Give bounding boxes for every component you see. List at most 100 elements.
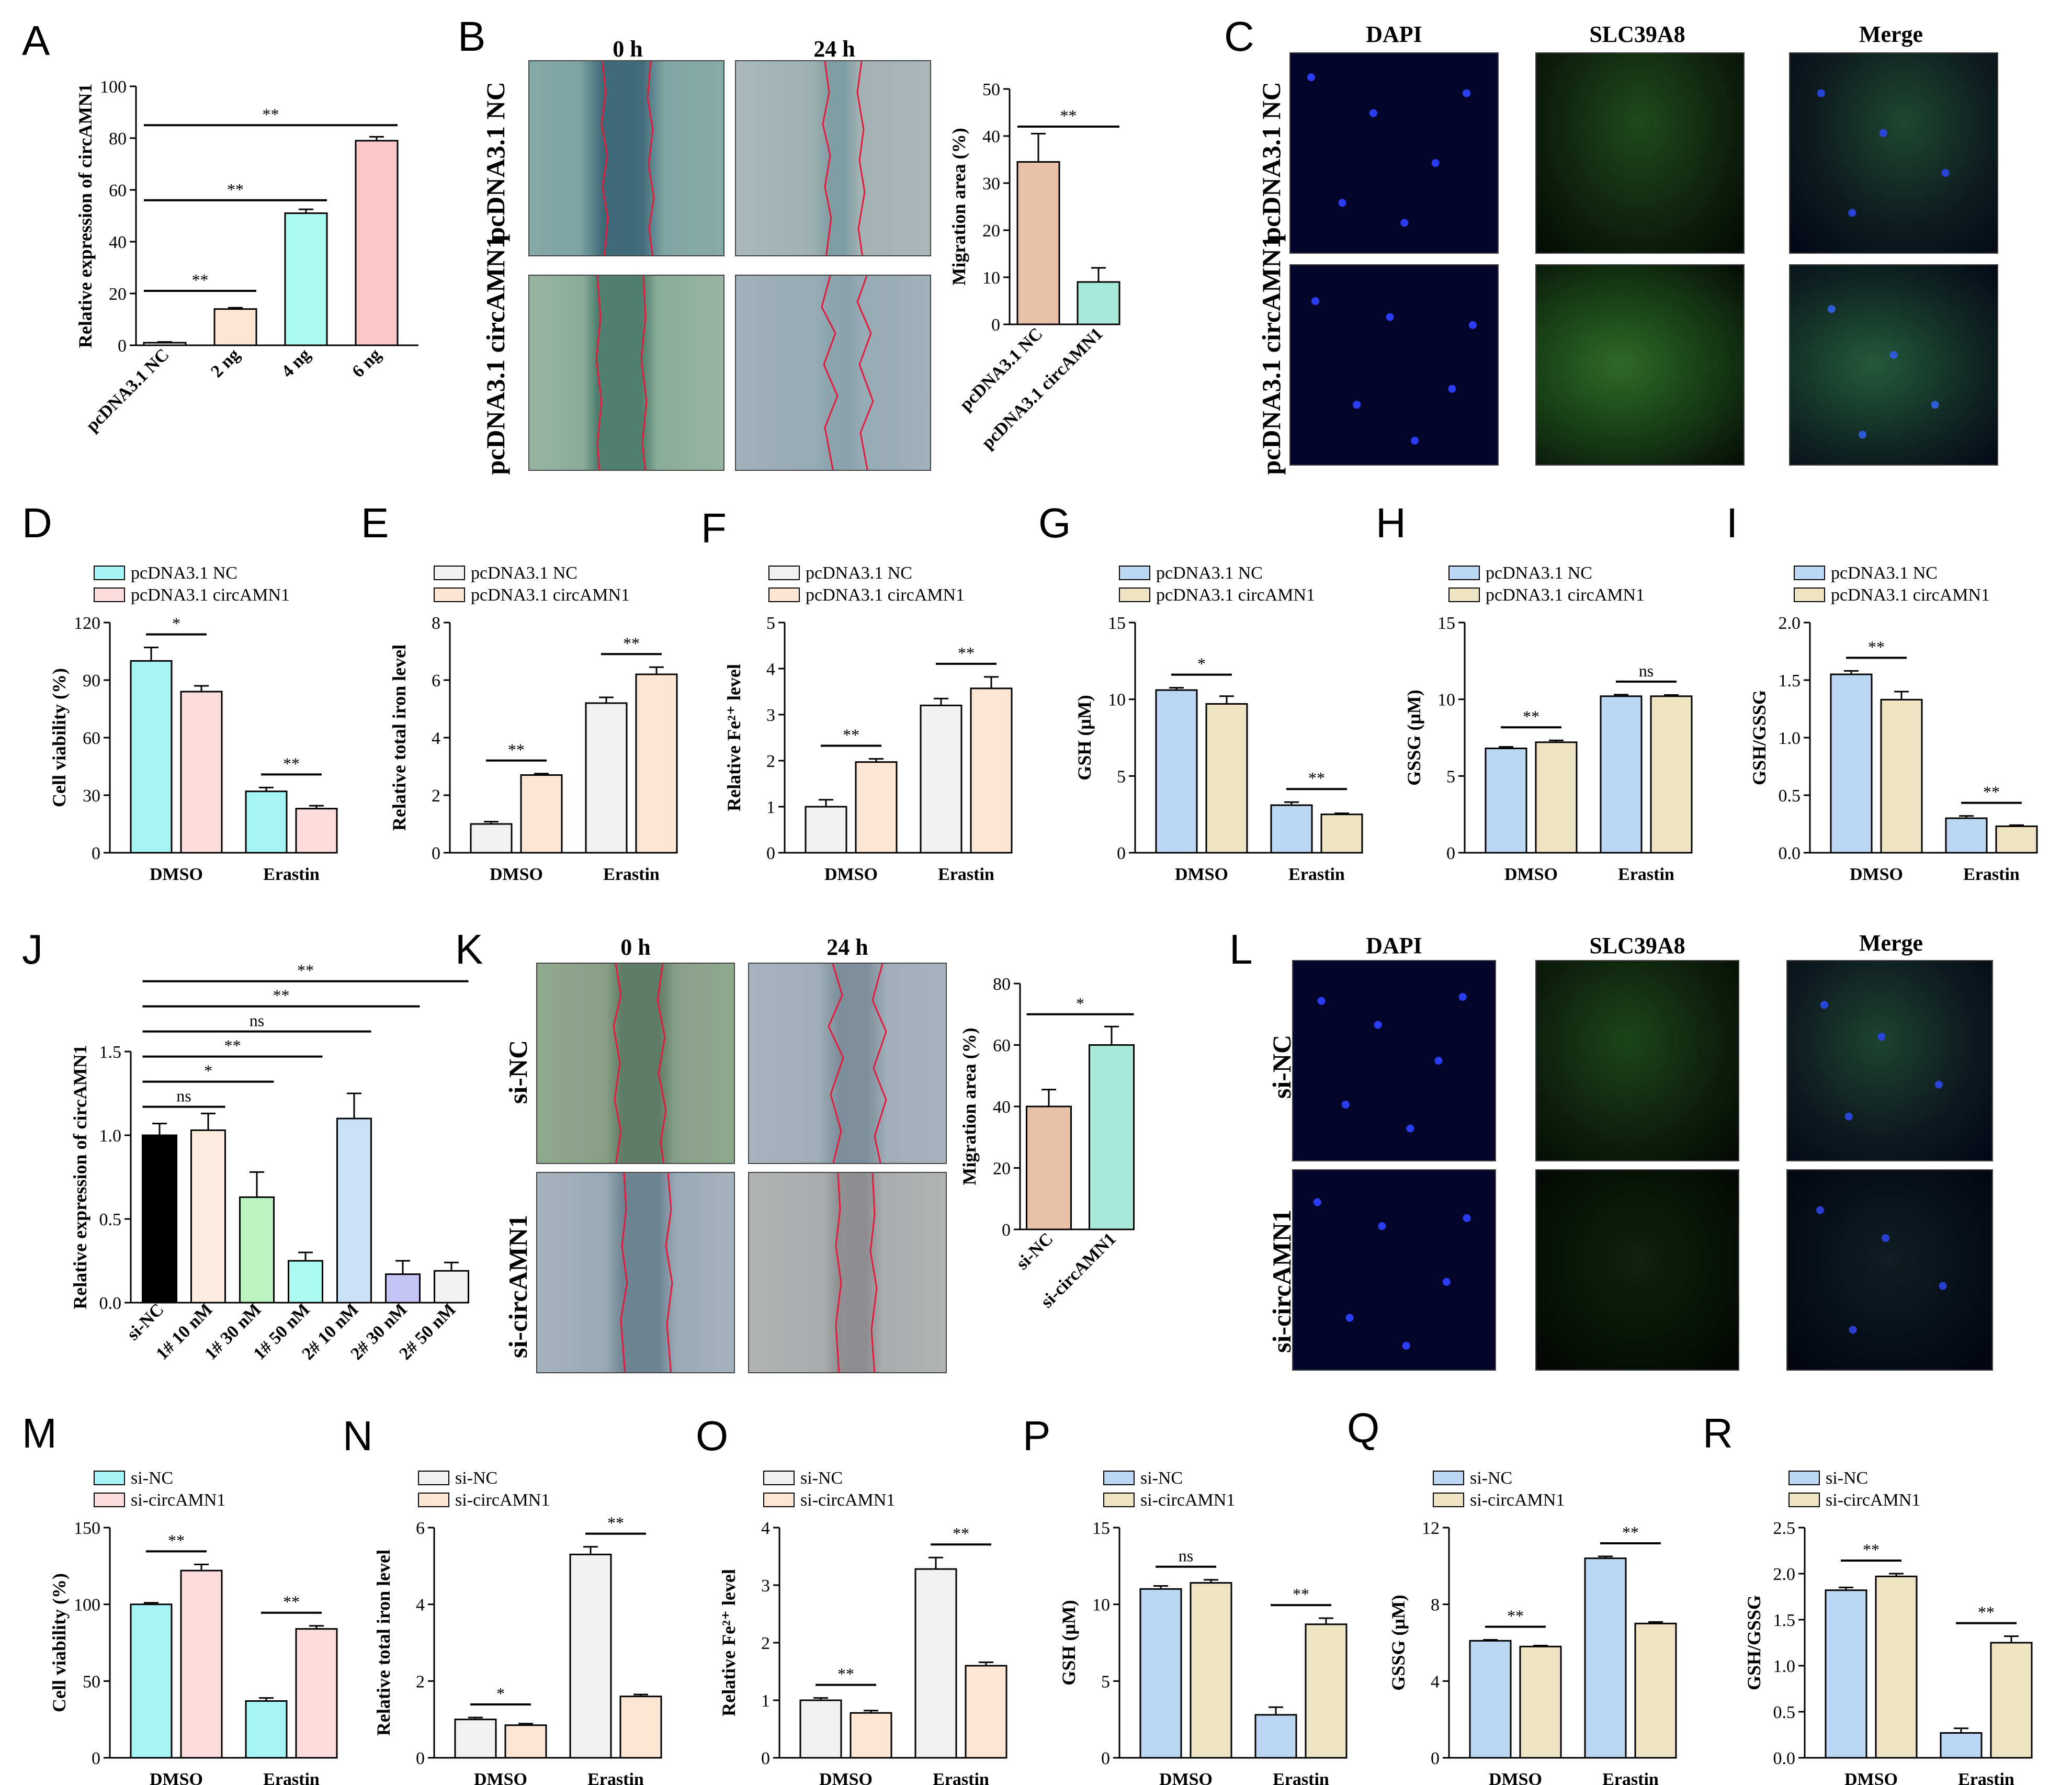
bar-A-3 [355,140,399,346]
x-tick-label: si-NC [1013,1229,1057,1273]
wound-image-sinc-24h [748,963,947,1164]
bar-J-3 [288,1260,323,1304]
bar-N-1-0 [569,1553,612,1759]
legend-swatch [1119,588,1150,602]
y-axis-label: GSSG (μM) [1403,690,1424,785]
x-group-label: DMSO [474,1770,527,1785]
legend-label: si-circAMN1 [1826,1490,1920,1510]
y-axis-label: Cell viability (%) [49,1573,70,1712]
bar-O-1-0 [914,1568,957,1759]
chart-j: 0.0 0.5 1.0 1.5 Relative expression of circA… [70,961,469,1364]
legend-swatch [94,588,125,602]
legend-label: si-circAMN1 [800,1490,895,1510]
significance-label: * [1197,654,1206,673]
bar-Q-1-0 [1584,1557,1627,1759]
axes-H: 0 5 10 15 GSSG (μM) [1403,614,1684,863]
significance-label: ** [168,1531,185,1550]
panel-letter-c: C [1224,13,1254,60]
significance-label: ** [1868,637,1885,656]
y-axis-label: GSH (μM) [1074,695,1095,780]
legend-label: pcDNA3.1 circAMN1 [471,585,630,605]
legend-swatch [768,588,800,602]
row-label-k-sinc: si-NC [503,1040,533,1104]
significance-label: ** [1523,707,1539,726]
chart-o: 0 1 2 3 4 Relative Fe²⁺ level si-NCsi-circAMN1… [718,1468,1007,1785]
x-tick-label: si-NC [123,1300,168,1344]
bar-B-0 [1016,161,1060,325]
bar-D-0-1 [180,691,223,854]
bar-Q-1-1 [1634,1622,1677,1759]
legend-swatch [94,1471,125,1485]
y-axis-label: Relative total iron level [389,645,410,831]
bar-B-1 [1077,281,1120,325]
y-tick-label: 5 [766,614,775,633]
y-tick-label: 0 [432,844,440,863]
significance-label: ns [250,1011,264,1030]
legend-label: si-circAMN1 [455,1490,550,1510]
bar-H-0-0 [1485,748,1527,854]
legend-swatch [1448,566,1480,580]
y-tick-label: 2.5 [1773,1519,1796,1538]
col-label-0h-b: 0 h [613,36,643,62]
bar-R-1-1 [1990,1642,2033,1759]
y-tick-label: 80 [993,975,1011,994]
bar-N-0-0 [454,1719,497,1759]
bar-E-0-0 [470,823,513,854]
y-tick-label: 1.0 [1773,1657,1796,1676]
legend-label: si-NC [1826,1468,1868,1488]
bar-G-0-0 [1155,689,1198,854]
x-group-label: DMSO [150,1770,203,1785]
significance-label: * [1076,994,1084,1013]
bar-M-0-0 [130,1603,173,1759]
bar-E-1-1 [635,673,678,854]
col-label-slc-c: SLC39A8 [1589,21,1685,47]
col-label-0h-k: 0 h [620,934,651,960]
y-tick-label: 2 [761,1634,770,1653]
y-tick-label: 2.0 [1773,1565,1796,1584]
x-group-label: DMSO [1159,1770,1213,1785]
significance-label: ** [1863,1540,1879,1559]
bar-Q-0-1 [1519,1645,1562,1759]
bar-A-0 [143,342,187,346]
axes-I: 0.0 0.5 1.0 1.5 2.0 GSH/GSSG [1749,614,2030,863]
legend-label: pcDNA3.1 circAMN1 [1486,585,1645,605]
bar-P-0-0 [1139,1588,1182,1759]
legend-swatch [1788,1493,1820,1507]
y-tick-label: 8 [432,614,440,633]
bar-P-1-0 [1254,1714,1297,1759]
significance-label: ns [1179,1546,1193,1565]
significance-label: ** [837,1665,854,1684]
legend-label: pcDNA3.1 NC [1486,563,1592,583]
x-group-label: Erastin [1963,865,2020,884]
bar-M-1-0 [245,1700,288,1759]
if-slc-sicirc-l [1535,1169,1739,1371]
bar-H-1-1 [1650,695,1693,854]
axes-Q: 0 4 8 12 GSSG (μM) [1388,1519,1669,1768]
y-tick-label: 0 [118,336,127,356]
if-dapi-nc-c [1289,52,1499,254]
legend-label: pcDNA3.1 circAMN1 [1156,585,1315,605]
y-tick-label: 20 [993,1159,1011,1179]
bar-I-0-1 [1880,698,1923,854]
y-axis-label: Cell viability (%) [49,668,70,807]
panel-letter-q: Q [1347,1405,1380,1451]
legend-label: si-NC [1470,1468,1512,1488]
y-tick-label: 40 [109,233,127,252]
y-tick-label: 0 [92,1749,100,1768]
legend-swatch [1794,566,1825,580]
axes-M: 0 50 100 150 Cell viability (%) [49,1519,330,1768]
row-label-b-circ: pcDNA3.1 circAMN1 [481,235,510,475]
x-group-label: Erastin [1602,1770,1659,1785]
if-merge-nc-c [1789,52,1998,254]
axes-K: 0 20 40 60 80 Migration area (%) [959,975,1125,1240]
